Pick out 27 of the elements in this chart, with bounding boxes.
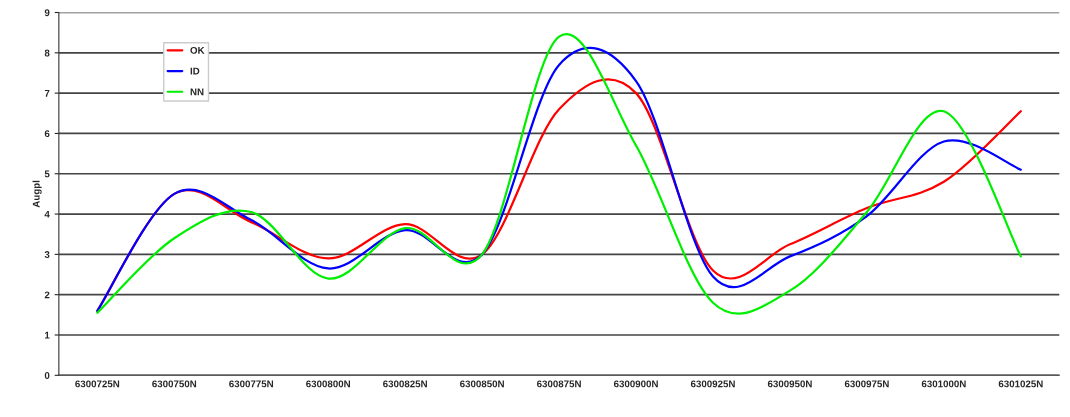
y-tick-label: 6 xyxy=(44,130,50,138)
x-tick-label: 6300875N xyxy=(537,380,581,388)
x-tick-label: 6301025N xyxy=(998,380,1043,388)
y-axis-title: Augpl xyxy=(32,180,42,208)
legend-label: OK xyxy=(190,46,205,54)
x-tick-label: 6300750N xyxy=(152,380,197,388)
x-tick-label: 6301000N xyxy=(921,380,966,388)
x-tick-label: 6300825N xyxy=(383,380,427,388)
y-tick-label: 7 xyxy=(44,89,50,97)
x-tick-label: 6300775N xyxy=(229,380,274,388)
x-tick-label: 6300950N xyxy=(767,380,812,388)
legend-label: NN xyxy=(190,88,204,96)
y-tick-label: 3 xyxy=(44,251,50,258)
x-tick-label: 6300975N xyxy=(844,380,889,388)
y-tick-label: 2 xyxy=(44,291,50,299)
x-tick-label: 6300925N xyxy=(690,380,735,388)
legend-label: ID xyxy=(190,67,200,75)
y-tick-label: 5 xyxy=(44,170,50,178)
y-tick-label: 9 xyxy=(44,9,50,17)
x-tick-label: 6300800N xyxy=(306,380,350,388)
y-tick-label: 8 xyxy=(44,49,50,57)
y-tick-label: 4 xyxy=(44,210,50,218)
y-tick-label: 0 xyxy=(44,372,50,379)
x-tick-label: 6300900N xyxy=(613,380,658,388)
x-tick-label: 6300725N xyxy=(75,380,120,388)
x-tick-label: 6300850N xyxy=(460,380,504,388)
y-tick-label: 1 xyxy=(45,331,50,339)
